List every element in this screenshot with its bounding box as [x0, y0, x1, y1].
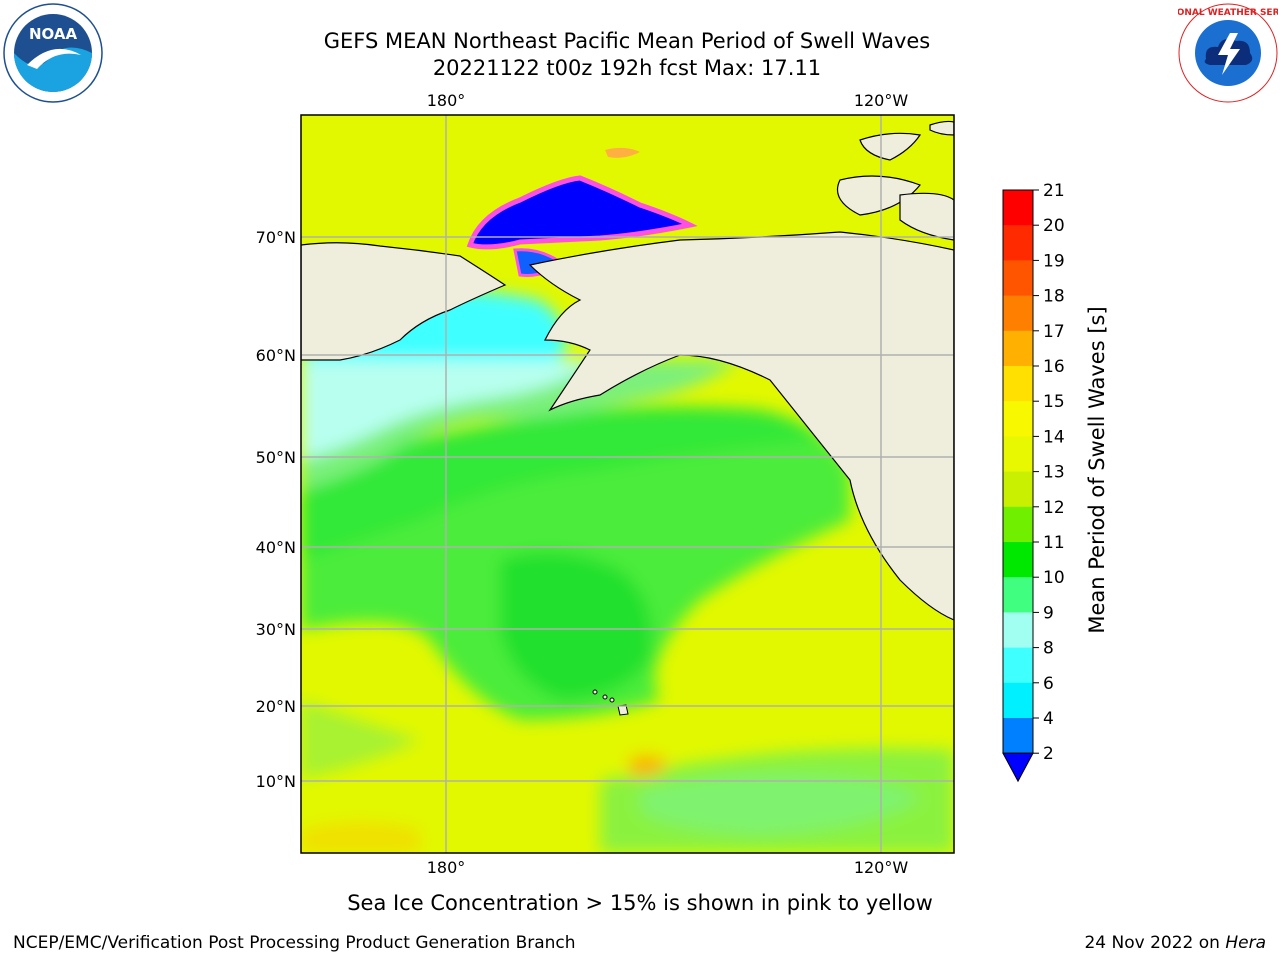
lon-label-top-180: 180° — [427, 91, 466, 110]
lon-label-bottom-180: 180° — [427, 858, 466, 877]
colorbar-segment — [1003, 506, 1033, 543]
colorbar-tick-label: 19 — [1043, 251, 1065, 271]
colorbar-tick-label: 15 — [1043, 392, 1065, 412]
colorbar-segment — [1003, 577, 1033, 613]
lon-label-bottom-120w: 120°W — [854, 858, 909, 877]
nws-logo: NATIONAL WEATHER SERVICE — [1178, 3, 1278, 103]
colorbar-tick-label: 20 — [1043, 216, 1065, 236]
colorbar-tick-label: 2 — [1043, 744, 1054, 764]
colorbar-segment — [1003, 366, 1033, 402]
chart-title: GEFS MEAN Northeast Pacific Mean Period … — [323, 29, 931, 53]
lat-label-10n: 10°N — [256, 772, 296, 791]
colorbar-extend-arrow — [1002, 752, 1034, 783]
lat-label-70n: 70°N — [256, 228, 296, 247]
colorbar-segment — [1003, 330, 1033, 367]
map-frame — [300, 114, 955, 854]
lat-label-20n: 20°N — [256, 697, 296, 716]
colorbar-segment — [1003, 542, 1033, 578]
colorbar-segment — [1003, 225, 1033, 261]
colorbar-tick-label: 18 — [1043, 287, 1065, 307]
land-masses — [301, 120, 954, 621]
colorbar-tick-label: 9 — [1043, 603, 1054, 623]
map-plot-area — [301, 115, 954, 853]
lat-label-50n: 50°N — [256, 448, 296, 467]
colorbar-segment — [1003, 682, 1033, 719]
colorbar-segment — [1003, 718, 1033, 754]
footer-date: 24 Nov 2022 on Hera — [1084, 933, 1266, 953]
colorbar-tick-label: 17 — [1043, 322, 1065, 342]
colorbar-segment — [1003, 436, 1033, 473]
colorbar: 21 20 19 18 17 16 15 14 13 12 11 10 9 8 6 4 2 — [1002, 181, 1065, 783]
colorbar-tick-label: 21 — [1043, 181, 1065, 201]
footer-credit: NCEP/EMC/Verification Post Processing Pr… — [13, 933, 576, 953]
chart-subtitle: 20221122 t00z 192h fcst Max: 17.11 — [432, 56, 822, 80]
colorbar-segment — [1003, 612, 1033, 649]
footer-date-text: 24 Nov 2022 on — [1084, 933, 1226, 953]
sea-ice-area — [466, 175, 698, 250]
noaa-logo-text: NOAA — [29, 25, 78, 43]
colorbar-segment — [1003, 190, 1033, 226]
colorbar-tick-label: 10 — [1043, 568, 1065, 588]
noaa-logo: NOAA — [3, 3, 103, 103]
colorbar-segment — [1003, 471, 1033, 508]
footer-host: Hera — [1225, 933, 1266, 953]
colorbar-tick-label: 14 — [1043, 427, 1065, 447]
colorbar-tick-label: 8 — [1043, 639, 1054, 659]
colorbar-tick-label: 12 — [1043, 498, 1065, 518]
swell-period-field — [301, 290, 954, 853]
nws-ring-text: NATIONAL WEATHER SERVICE — [1178, 8, 1278, 18]
colorbar-label: Mean Period of Swell Waves [s] — [1085, 306, 1109, 634]
colorbar-tick-label: 16 — [1043, 357, 1065, 377]
lat-label-60n: 60°N — [256, 346, 296, 365]
lon-label-top-120w: 120°W — [854, 91, 909, 110]
lat-label-30n: 30°N — [256, 620, 296, 639]
graticule — [301, 115, 954, 853]
sea-ice-caption: Sea Ice Concentration > 15% is shown in … — [347, 891, 933, 915]
colorbar-segment — [1003, 647, 1033, 684]
colorbar-tick-label: 4 — [1043, 709, 1054, 729]
lat-label-40n: 40°N — [256, 538, 296, 557]
colorbar-segment — [1003, 295, 1033, 332]
colorbar-tick-label: 13 — [1043, 463, 1065, 483]
colorbar-tick-label: 11 — [1043, 533, 1065, 553]
colorbar-segment — [1003, 401, 1033, 437]
colorbar-segment — [1003, 260, 1033, 297]
colorbar-tick-label: 6 — [1043, 674, 1054, 694]
